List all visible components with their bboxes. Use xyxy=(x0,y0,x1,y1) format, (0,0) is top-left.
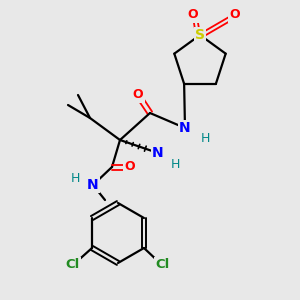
Text: H: H xyxy=(70,172,80,184)
Text: Cl: Cl xyxy=(66,259,80,272)
Text: S: S xyxy=(195,28,205,42)
Text: N: N xyxy=(152,146,164,160)
Text: Cl: Cl xyxy=(155,259,169,272)
Text: O: O xyxy=(188,8,198,22)
Text: H: H xyxy=(200,131,210,145)
Text: O: O xyxy=(230,8,240,22)
Text: N: N xyxy=(179,121,191,135)
Text: O: O xyxy=(133,88,143,101)
Text: O: O xyxy=(125,160,135,173)
Text: N: N xyxy=(87,178,99,192)
Text: H: H xyxy=(170,158,180,172)
